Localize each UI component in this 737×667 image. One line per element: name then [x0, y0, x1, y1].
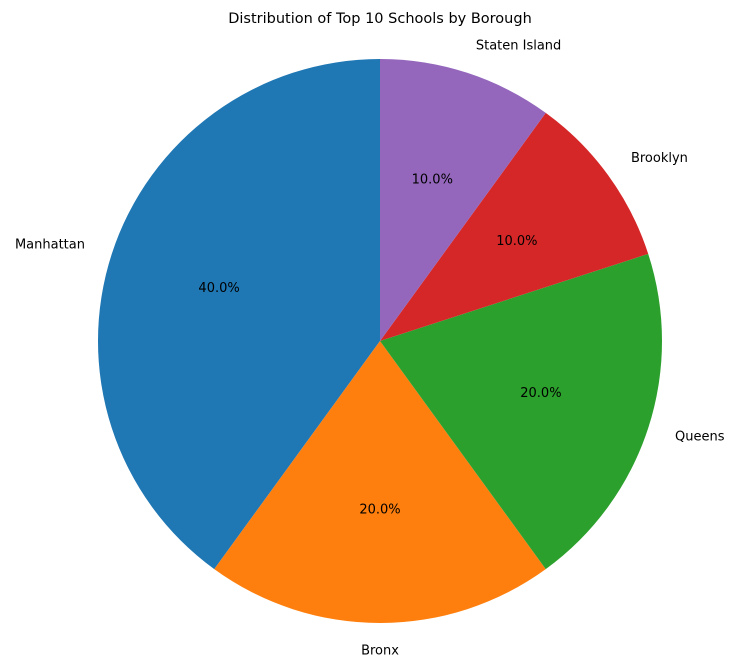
pie-slice-queens — [380, 253, 662, 570]
pie-slice-staten-island — [380, 59, 546, 341]
category-label-queens: Queens — [675, 429, 725, 444]
percent-label-manhattan: 40.0% — [198, 281, 239, 296]
category-label-staten-island: Staten Island — [476, 38, 561, 53]
percent-label-bronx: 20.0% — [359, 503, 400, 518]
percent-label-queens: 20.0% — [520, 386, 561, 401]
category-label-bronx: Bronx — [361, 644, 399, 659]
chart-title: Distribution of Top 10 Schools by Boroug… — [228, 11, 532, 27]
percent-label-staten-island: 10.0% — [412, 173, 453, 188]
pie-slice-manhattan — [97, 59, 380, 570]
category-label-manhattan: Manhattan — [15, 238, 85, 253]
percent-labels: 40.0% 20.0% 20.0% 10.0% 10.0% — [198, 173, 561, 518]
category-labels: Manhattan Bronx Queens Brooklyn Staten Islan… — [15, 38, 725, 658]
pie-slice-brooklyn — [380, 112, 649, 341]
pie-slices — [97, 59, 662, 624]
category-label-brooklyn: Brooklyn — [631, 151, 688, 166]
percent-label-brooklyn: 10.0% — [496, 234, 537, 249]
pie-slice-bronx — [214, 341, 546, 624]
